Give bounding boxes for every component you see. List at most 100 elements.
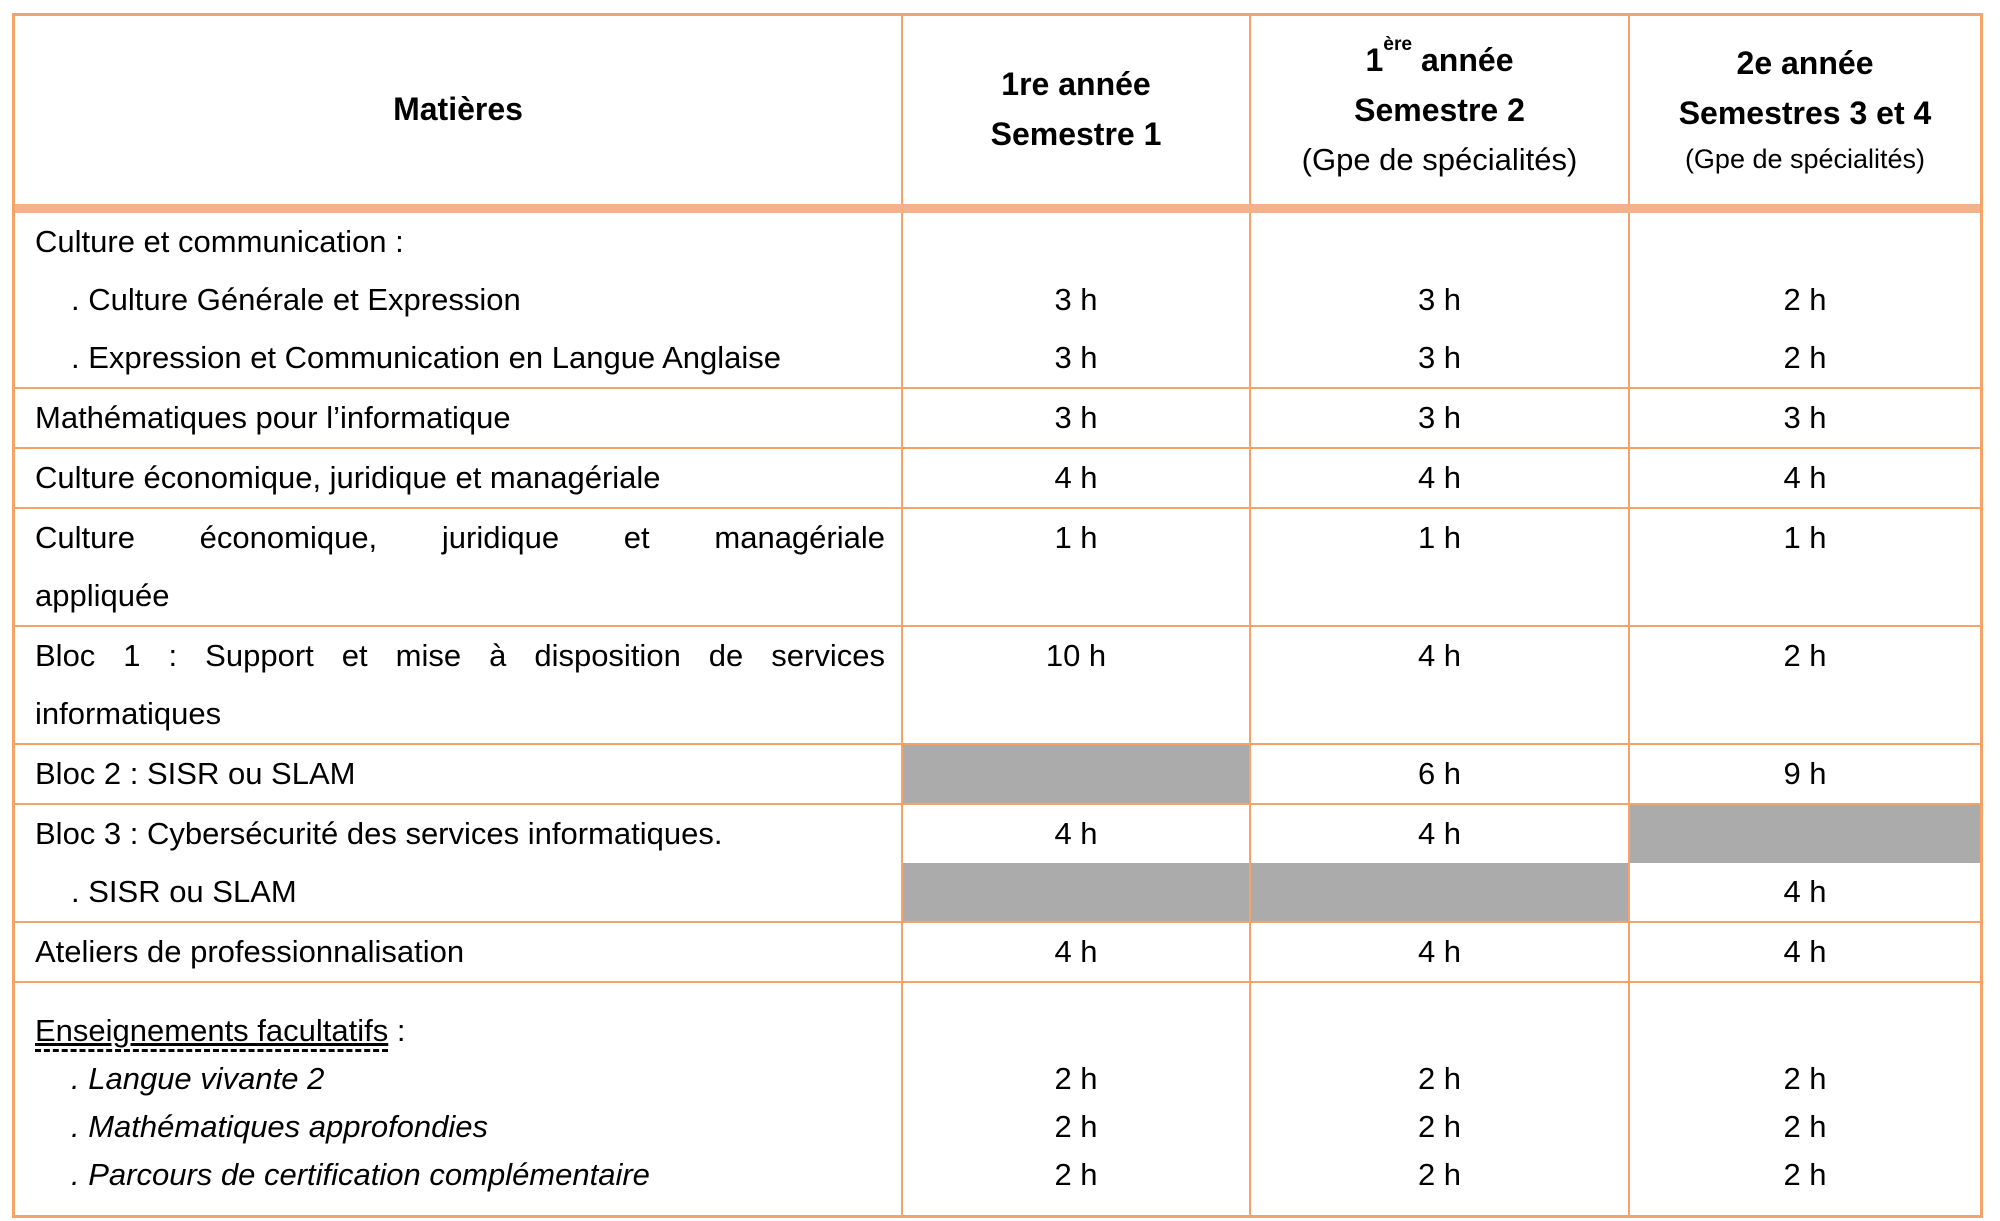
subject-line: Culture économique, juridique et managér…	[35, 520, 885, 555]
hours-value: 3 h	[1417, 400, 1462, 435]
hours-cell-s34: 2 h 2 h 2 h	[1628, 983, 1980, 1215]
hours-value: 2 h	[1783, 340, 1827, 375]
hours-cell-s2: 4 h	[1249, 923, 1628, 981]
hours-cell-s34: 4 h	[1628, 449, 1980, 507]
header-annee1-semestre1: 1re année Semestre 1	[901, 16, 1249, 204]
subject-line: informatiques	[35, 696, 222, 731]
header-ordinal-base: 1	[1365, 42, 1384, 79]
subject-subline: . Culture Générale et Expression	[71, 282, 521, 317]
subject-line: Culture et communication :	[35, 224, 404, 259]
hours-value: 4 h	[1417, 934, 1462, 969]
hours-cell-s34: 9 h	[1628, 745, 1980, 803]
hours-value	[1251, 685, 1628, 743]
subject-subline: . Mathématiques approfondies	[71, 1109, 489, 1144]
header-line: Semestre 1	[990, 116, 1162, 152]
subject-cell: Mathématiques pour l’informatique	[15, 389, 901, 447]
header-row: Matières 1re année Semestre 1 1ère année…	[15, 16, 1980, 213]
subject-subline: . Expression et Communication en Langue …	[71, 340, 781, 375]
hours-value: 10 h	[1045, 638, 1107, 673]
hours-value	[1630, 1007, 1980, 1055]
hours-cell-s1	[901, 745, 1249, 803]
subject-cell: Culture économique, juridique et managér…	[15, 449, 901, 507]
hours-value: 6 h	[1417, 756, 1462, 791]
subject-line: Enseignements facultatifs :	[15, 1007, 901, 1055]
hours-value: 1 h	[1054, 520, 1098, 555]
hours-value: 2 h	[1417, 1109, 1462, 1144]
row-bloc1: Bloc 1 : Support et mise à disposition d…	[15, 625, 1980, 743]
hours-cell-s1: 1 h	[901, 509, 1249, 625]
hours-value	[903, 567, 1249, 625]
subject-line: Bloc 3 : Cybersécurité des services info…	[35, 816, 723, 851]
subject-line: Mathématiques pour l’informatique	[35, 400, 511, 435]
row-culture-communication: Culture et communication : . Culture Gén…	[15, 213, 1980, 387]
header-line: 1re année	[1001, 66, 1151, 103]
hours-cell-s1: 2 h 2 h 2 h	[901, 983, 1249, 1215]
subject-cell: Culture et communication : . Culture Gén…	[15, 213, 901, 387]
hours-value: 2 h	[1054, 1109, 1098, 1144]
row-ateliers: Ateliers de professionnalisation 4 h 4 h…	[15, 921, 1980, 981]
subject-subline: . Parcours de certification complémentai…	[71, 1157, 650, 1192]
hours-value: 4 h	[1783, 874, 1827, 909]
hours-cell-s2: 2 h 2 h 2 h	[1249, 983, 1628, 1215]
row-cejm: Culture économique, juridique et managér…	[15, 447, 1980, 507]
subject-cell: Enseignements facultatifs : . Langue viv…	[15, 983, 901, 1215]
hours-value: 4 h	[1417, 460, 1462, 495]
hours-value: 4 h	[1783, 460, 1827, 495]
subject-subline: . SISR ou SLAM	[71, 874, 297, 909]
hours-cell-s1: 4 h	[901, 805, 1249, 921]
header-annee1-semestre2: 1ère année Semestre 2 (Gpe de spécialité…	[1249, 16, 1628, 204]
subject-subline: . Langue vivante 2	[71, 1061, 325, 1096]
header-gpe-note: (Gpe de spécialités)	[1684, 143, 1926, 174]
hours-cell-s34: 4 h	[1628, 805, 1980, 921]
hours-cell-s34: 4 h	[1628, 923, 1980, 981]
blocked-cell	[903, 863, 1249, 921]
hours-value: 4 h	[1054, 934, 1098, 969]
header-line: Semestres 3 et 4	[1678, 95, 1932, 132]
hours-cell-s2: 3 h 3 h	[1249, 213, 1628, 387]
hours-value: 2 h	[1783, 1157, 1827, 1192]
hours-cell-s1: 10 h	[901, 627, 1249, 743]
row-cejm-appliquee: Culture économique, juridique et managér…	[15, 507, 1980, 625]
header-matieres: Matières	[15, 16, 901, 204]
hours-value	[903, 213, 1249, 271]
hours-value: 2 h	[1783, 282, 1827, 317]
hours-cell-s1: 4 h	[901, 923, 1249, 981]
hours-cell-s1: 3 h 3 h	[901, 213, 1249, 387]
header-line: 1ère année	[1365, 34, 1514, 86]
row-facultatifs: Enseignements facultatifs : . Langue viv…	[15, 981, 1980, 1215]
hours-cell-s2: 1 h	[1249, 509, 1628, 625]
hours-cell-s34: 1 h	[1628, 509, 1980, 625]
blocked-cell	[1251, 863, 1628, 921]
hours-value	[1630, 685, 1980, 743]
hours-cell-s2: 4 h	[1249, 805, 1628, 921]
hours-value: 3 h	[1783, 400, 1827, 435]
hours-value	[1251, 567, 1628, 625]
header-ordinal-rest: année	[1412, 42, 1514, 79]
hours-value	[1251, 213, 1628, 271]
hours-cell-s2: 3 h	[1249, 389, 1628, 447]
hours-cell-s2: 4 h	[1249, 627, 1628, 743]
hours-value: 2 h	[1417, 1157, 1462, 1192]
hours-value	[903, 1007, 1249, 1055]
blocked-cell	[903, 745, 1249, 803]
row-bloc2: Bloc 2 : SISR ou SLAM 6 h 9 h	[15, 743, 1980, 803]
hours-value	[1251, 1007, 1628, 1055]
facultatifs-colon: :	[388, 1013, 406, 1048]
subject-line: Ateliers de professionnalisation	[35, 934, 465, 969]
hours-value: 2 h	[1054, 1157, 1098, 1192]
hours-value: 1 h	[1783, 520, 1827, 555]
hours-cell-s1: 4 h	[901, 449, 1249, 507]
subject-line: Bloc 1 : Support et mise à disposition d…	[35, 638, 885, 673]
hours-value: 3 h	[1417, 282, 1462, 317]
subject-cell: Bloc 1 : Support et mise à disposition d…	[15, 627, 901, 743]
schedule-table: Matières 1re année Semestre 1 1ère année…	[12, 13, 1983, 1218]
subject-cell: Culture économique, juridique et managér…	[15, 509, 901, 625]
header-line: 2e année	[1736, 45, 1874, 82]
header-line: Semestre 2	[1354, 91, 1525, 128]
subject-cell: Bloc 2 : SISR ou SLAM	[15, 745, 901, 803]
hours-value: 3 h	[1417, 340, 1462, 375]
hours-cell-s2: 6 h	[1249, 745, 1628, 803]
hours-value: 1 h	[1417, 520, 1462, 555]
hours-value	[1630, 567, 1980, 625]
header-annee2-semestres34: 2e année Semestres 3 et 4 (Gpe de spécia…	[1628, 16, 1980, 204]
